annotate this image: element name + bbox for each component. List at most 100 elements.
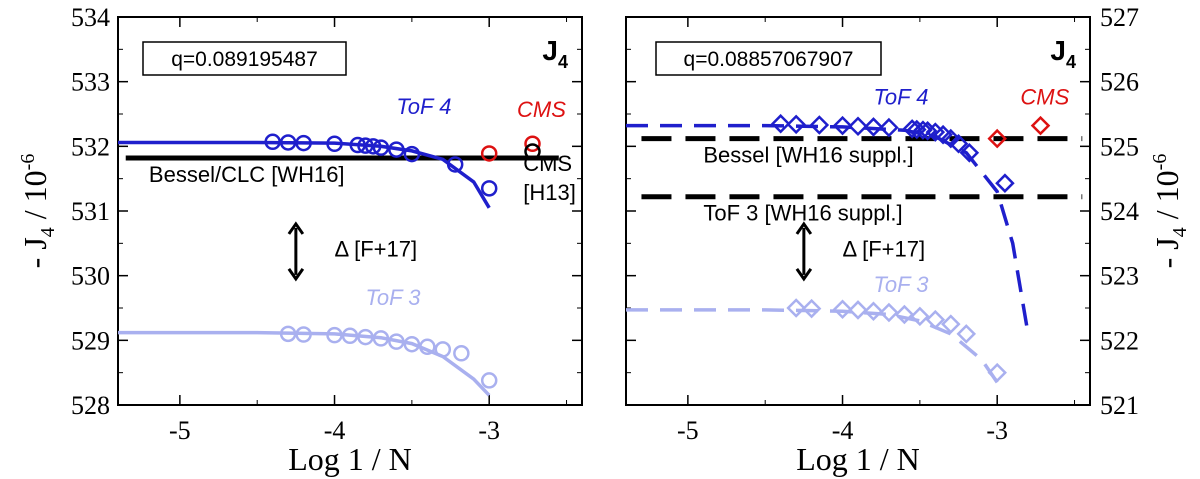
data-point — [388, 141, 405, 158]
data-point — [295, 326, 312, 343]
data-point — [959, 143, 980, 163]
annotation-label: Bessel/CLC [WH16] — [149, 162, 345, 187]
y-label-sub: 4 — [1169, 227, 1191, 237]
data-point — [453, 345, 470, 362]
annotation-label: ToF 3 [WH16 suppl.] — [703, 201, 902, 226]
data-point — [913, 120, 933, 140]
panel-title: J4 — [542, 35, 568, 72]
data-point — [848, 116, 868, 137]
data-point — [832, 115, 853, 136]
data-point — [910, 306, 930, 327]
y-label-sup: -6 — [17, 154, 39, 171]
x-axis-label: Log 1 / N — [288, 441, 412, 477]
data-point — [848, 300, 868, 320]
y-label-main: - J — [1149, 237, 1185, 268]
annotation-label: ToF 3 — [873, 272, 929, 297]
data-point — [786, 298, 806, 318]
y-axis-label: - J4 / 10-6 — [1149, 154, 1191, 269]
delta-arrow-head-down — [287, 268, 305, 282]
data-point — [801, 298, 822, 319]
data-point — [524, 143, 541, 160]
annotation-label: ToF 4 — [873, 84, 928, 109]
data-point — [879, 302, 899, 323]
data-point — [786, 114, 806, 135]
q-box — [655, 41, 882, 76]
annotation-label: [H13] — [523, 180, 576, 205]
series-fit-tof-3 — [626, 308, 999, 384]
y-tick-label: 525 — [1100, 132, 1139, 161]
y-axis-label: - J4 / 10-6 — [17, 154, 59, 269]
data-point — [480, 145, 498, 162]
y-tick-label: 533 — [71, 68, 110, 97]
data-point — [480, 180, 498, 197]
series-fit-tof-3 — [118, 330, 491, 397]
x-tick-label: -5 — [677, 416, 699, 445]
q-label: q=0.089195487 — [171, 48, 318, 71]
data-point — [1030, 115, 1051, 136]
data-point — [326, 326, 343, 344]
data-point — [948, 133, 969, 154]
y-label-sub: 4 — [37, 227, 59, 237]
panel-title-sub: 4 — [1066, 52, 1076, 72]
annotation-label: Bessel [WH16 suppl.] — [703, 143, 913, 168]
x-tick-label: -3 — [478, 416, 500, 445]
data-point — [357, 328, 374, 346]
x-tick-label: -3 — [986, 416, 1008, 445]
data-point — [941, 128, 961, 149]
data-point — [295, 134, 312, 152]
y-tick-label: 522 — [1100, 326, 1139, 355]
data-point — [832, 299, 853, 320]
series-fit-tof-4 — [118, 140, 491, 209]
data-point — [388, 333, 405, 350]
y-label-main: - J — [17, 237, 53, 268]
annotation-label: Δ [F+17] — [843, 236, 926, 261]
data-point — [279, 134, 297, 151]
y-label-sup: -6 — [1149, 154, 1171, 171]
annotation-label: CMS — [523, 151, 572, 176]
x-axis-label: Log 1 / N — [796, 441, 920, 477]
y-tick-label: 526 — [1100, 68, 1139, 97]
delta-arrow-head-up — [287, 221, 305, 235]
x-tick-label: -5 — [169, 416, 191, 445]
data-point — [995, 173, 1015, 193]
y-tick-label: 524 — [1100, 197, 1139, 226]
x-tick-label: -4 — [832, 416, 854, 445]
data-point — [372, 139, 390, 156]
data-point — [524, 135, 541, 152]
data-point — [372, 330, 390, 347]
panel-title-main: J — [542, 35, 558, 66]
annotation-label: ToF 4 — [396, 94, 451, 119]
y-label-mid: / 10 — [1149, 170, 1185, 227]
annotation-label: CMS — [517, 97, 566, 122]
data-point — [403, 145, 421, 163]
delta-arrow-head-down — [795, 268, 813, 282]
y-tick-label: 523 — [1100, 262, 1139, 291]
y-tick-label: 534 — [71, 3, 110, 32]
data-point — [364, 138, 382, 155]
data-point — [419, 338, 436, 356]
q-label: q=0.08857067907 — [684, 48, 854, 71]
data-point — [357, 137, 374, 154]
data-point — [894, 304, 915, 325]
panel-title-main: J — [1050, 35, 1066, 66]
data-point — [987, 128, 1007, 149]
data-point — [279, 325, 297, 343]
y-label-mid: / 10 — [17, 170, 53, 227]
data-point — [770, 113, 791, 134]
data-point — [326, 135, 343, 152]
annotation-label: CMS — [1020, 84, 1069, 109]
data-point — [925, 309, 946, 330]
data-point — [349, 136, 366, 154]
data-point — [341, 327, 359, 345]
y-tick-label: 528 — [71, 391, 110, 420]
x-tick-label: -4 — [324, 416, 346, 445]
q-box — [142, 41, 347, 76]
y-tick-label: 532 — [71, 132, 110, 161]
data-point — [809, 115, 830, 135]
data-point — [264, 133, 281, 151]
y-tick-label: 527 — [1100, 3, 1139, 32]
data-point — [863, 117, 884, 137]
delta-arrow-head-up — [795, 221, 813, 235]
